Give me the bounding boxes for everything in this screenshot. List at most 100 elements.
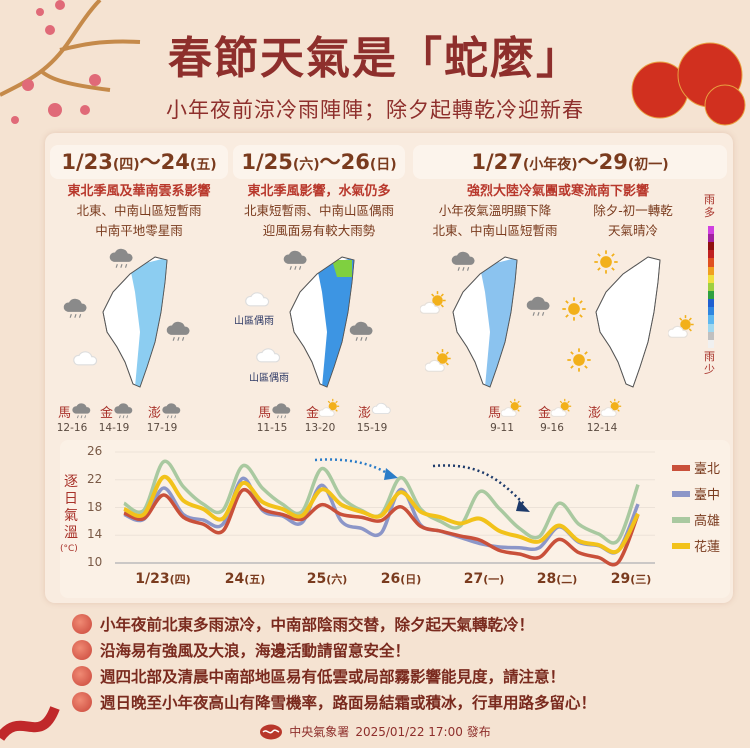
sun-cloud-icon <box>424 348 453 380</box>
x-tick-label: 25(六) <box>306 571 348 587</box>
rain-legend-swatch <box>708 274 714 283</box>
snake-decoration <box>0 706 60 742</box>
sun-icon <box>560 295 588 327</box>
island-name: 澎 <box>588 405 602 421</box>
rain-legend-swatch <box>708 242 714 251</box>
legend-label: 臺中 <box>694 488 721 503</box>
island-forecast-金: 金 <box>306 398 341 424</box>
island-forecast-馬: 馬 <box>58 398 93 424</box>
rain-legend-swatch <box>708 225 714 235</box>
sun-icon <box>592 248 620 280</box>
lantern-icon <box>72 614 92 634</box>
cwa-logo-icon <box>260 724 283 739</box>
note-text: 小年夜前北東多雨涼冷，中南部陰雨交替，除夕起天氣轉乾冷！ <box>100 616 535 634</box>
rain-legend-colorbar <box>708 225 714 348</box>
rain-legend-swatch <box>708 307 714 316</box>
x-tick-label: 27(一) <box>463 571 505 587</box>
island-temp-range: 17-19 <box>146 422 178 434</box>
rain-legend-swatch <box>708 331 714 340</box>
cloud-rain-icon <box>108 242 136 274</box>
rain-forecast-map <box>282 252 362 396</box>
cloud-rain-icon <box>348 315 376 347</box>
trend-arrow <box>432 464 526 506</box>
period-2-date: 1/25(六)～26(日) <box>233 145 405 179</box>
note-item: 沿海易有強風及大浪，海邊活動請留意安全！ <box>72 639 410 661</box>
period-3-date: 1/27(小年夜)～29(初一) <box>413 145 727 179</box>
island-temp-range: 15-19 <box>356 422 388 434</box>
cloud-rain-icon <box>113 398 135 424</box>
period-2-line-1: 北東短暫雨、中南山區偶雨 <box>243 203 394 218</box>
period-3-line-left-2: 北東、中南山區短暫雨 <box>432 223 558 238</box>
island-name: 澎 <box>148 405 162 421</box>
cloud-icon <box>72 345 100 377</box>
rain-legend-swatch <box>708 339 714 348</box>
rain-legend-swatch <box>708 291 714 300</box>
island-name: 金 <box>538 405 552 421</box>
note-item: 週四北部及清晨中南部地區易有低雲或局部霧影響能見度，請注意！ <box>72 665 565 687</box>
legend-swatch <box>672 464 690 471</box>
note-text: 週日晚至小年夜高山有降雪機率，路面易結霜或積冰，行車用路多留心！ <box>100 694 597 712</box>
legend-item: 花蓮 <box>672 536 720 555</box>
red-flower-decoration <box>631 42 746 126</box>
y-tick-label: 10 <box>87 555 103 569</box>
note-text: 週四北部及清晨中南部地區易有低雲或局部霧影響能見度，請注意！ <box>100 668 566 686</box>
legend-label: 花蓮 <box>694 540 721 555</box>
y-tick-label: 26 <box>87 444 103 458</box>
island-forecast-澎: 澎 <box>358 398 393 424</box>
rain-forecast-map <box>95 252 175 396</box>
sun-cloud-icon <box>550 398 573 424</box>
y-tick-label: 18 <box>87 499 103 514</box>
cloud-rain-icon <box>525 290 553 322</box>
island-temp-range: 14-19 <box>98 422 130 434</box>
legend-swatch <box>672 490 690 497</box>
trend-arrow <box>314 458 391 477</box>
period-1-heading: 東北季風及華南雲系影響 <box>67 184 211 199</box>
rain-legend-swatch <box>708 258 714 267</box>
series-line-花蓮 <box>123 474 640 555</box>
sun-cloud-icon <box>318 398 341 424</box>
cloud-icon <box>255 342 283 374</box>
rain-legend-swatch <box>708 282 714 292</box>
rain-legend-swatch <box>708 315 714 324</box>
legend-item: 臺北 <box>672 458 720 477</box>
island-name: 馬 <box>258 405 272 421</box>
cloud-icon <box>244 286 272 318</box>
x-tick-label: 29(三) <box>610 571 652 587</box>
sun-cloud-icon <box>600 398 623 424</box>
cloud-rain-icon <box>71 398 93 424</box>
island-temp-range: 9-11 <box>490 422 514 434</box>
sun-cloud-icon <box>667 314 696 346</box>
island-name: 馬 <box>58 405 72 421</box>
trend-arrowhead <box>516 500 530 512</box>
cloud-icon <box>371 398 393 424</box>
rain-legend-top-label: 雨多 <box>704 193 715 219</box>
rain-legend-swatch <box>708 266 714 275</box>
page-subtitle: 小年夜前涼冷雨陣陣；除夕起轉乾冷迎新春 <box>166 98 584 122</box>
rain-legend-swatch <box>708 250 714 259</box>
period-3-line-right-1: 除夕-初一轉乾 <box>593 203 673 218</box>
period-2-heading: 東北季風影響，水氣仍多 <box>247 184 391 199</box>
y-tick-label: 22 <box>87 471 103 486</box>
lantern-icon <box>72 692 92 712</box>
note-item: 週日晚至小年夜高山有降雪機率，路面易結霜或積冰，行車用路多留心！ <box>72 691 596 713</box>
island-name: 金 <box>306 405 320 421</box>
legend-item: 臺中 <box>672 484 720 503</box>
cloud-rain-icon <box>450 245 478 277</box>
cloud-rain-icon <box>161 398 183 424</box>
x-tick-label: 24(五) <box>224 571 266 587</box>
island-name: 金 <box>100 405 114 421</box>
island-forecast-馬: 馬 <box>488 398 523 424</box>
period-1-line-2: 中南平地零星雨 <box>95 223 183 238</box>
trend-arrowhead <box>384 468 398 480</box>
rain-legend-swatch <box>708 323 714 332</box>
rain-legend-bottom-label: 雨少 <box>704 350 715 376</box>
cloud-rain-icon <box>282 244 310 276</box>
legend-swatch <box>672 542 690 549</box>
island-forecast-澎: 澎 <box>588 398 623 424</box>
y-tick-label: 14 <box>87 527 103 542</box>
map-label-mountain-rain: 山區偶雨 <box>234 316 274 327</box>
island-temp-range: 11-15 <box>256 422 288 434</box>
island-forecast-金: 金 <box>100 398 135 424</box>
chart-ylabel: 逐日氣溫 <box>64 474 78 541</box>
